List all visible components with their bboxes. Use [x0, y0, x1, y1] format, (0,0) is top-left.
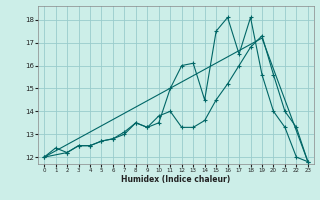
X-axis label: Humidex (Indice chaleur): Humidex (Indice chaleur) [121, 175, 231, 184]
